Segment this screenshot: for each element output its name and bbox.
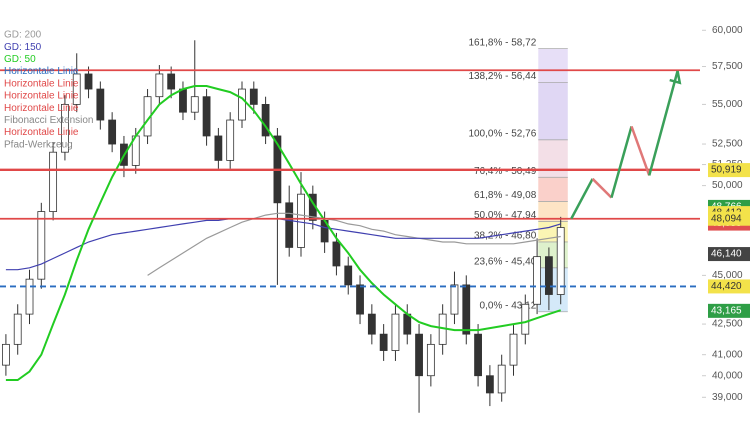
y-tick-label: 57,500 [712,61,743,72]
y-tick-label: 39,000 [712,392,743,403]
price-badge-label: 50,919 [711,165,742,176]
candle-body [285,202,294,248]
candle-body [167,73,176,90]
candle-body [545,256,553,295]
fib-label: 0,0% - 43,12 [480,300,537,311]
legend-entry: Horizontale Linie [4,91,79,102]
price-badge-label: 44,420 [711,281,742,292]
y-tick-label: 40,000 [712,370,743,381]
legend-entry: GD: 150 [4,42,42,53]
y-tick-label: 60,000 [712,25,743,36]
fib-band [538,139,568,178]
candle-body [462,284,471,335]
fib-band [538,48,568,83]
candle-body [155,73,164,98]
fib-band [538,201,568,222]
moving-average [147,212,561,276]
candle-body [25,278,34,315]
candle-body [509,333,518,366]
candle-body [13,313,22,345]
path-segment [591,177,613,199]
fib-label: 100,0% - 52,76 [468,128,536,139]
candle-body [474,333,482,377]
candle-body [556,227,565,295]
candle-body [379,333,388,351]
candle-body [391,313,400,351]
price-badge [708,303,750,318]
price-badge-label: 46,140 [711,249,742,260]
y-tick-label: 52,500 [712,139,743,150]
y-tick-label: 41,000 [712,349,743,360]
path-segment [610,126,633,198]
candle-body [202,96,211,137]
legend-entry: Pfad-Werkzeug [4,139,73,150]
candle-body [84,73,93,90]
candle-body [415,333,423,377]
candle-body [485,375,494,394]
price-badge-label: 48,094 [711,213,742,224]
legend-entry: Horizontale Linie [4,78,79,89]
candle-body [249,88,258,105]
candle-body [179,88,187,113]
fib-label: 138,2% - 56,44 [468,71,536,82]
candle-body [332,241,341,267]
legend-entry: Horizontale Linie [4,127,79,138]
moving-average [5,85,562,381]
price-badge [708,163,750,178]
candle-body [226,119,235,161]
fib-label: 50,0% - 47,94 [474,210,537,221]
price-badge [708,279,750,294]
fib-band [538,82,568,140]
candle-body [49,151,58,212]
candle-body [356,284,364,315]
legend-entry: Horizontale Linie [4,66,79,77]
candle-body [2,343,10,366]
candle-body [497,364,506,394]
fib-label: 61,8% - 49,08 [474,190,537,201]
y-tick-label: 45,000 [712,270,743,281]
candle-body [450,284,459,315]
candle-body [344,265,353,286]
candle-body [190,96,199,113]
candle-body [37,211,46,280]
y-tick-label: 50,000 [712,180,743,191]
fib-label: 76,4% - 50,49 [474,166,537,177]
price-badge-label: 43,165 [711,305,742,316]
path-segment [570,178,594,220]
price-badge [708,211,750,226]
candle-body [108,119,117,145]
legend-entry: GD: 200 [4,30,42,41]
candle-body [403,313,412,335]
candle-body [214,135,223,161]
candle-body [297,193,305,248]
path-segment [630,125,651,176]
candle-body [72,73,81,105]
y-tick-label: 55,000 [712,99,743,110]
fib-band [538,177,568,202]
fib-label: 38,2% - 46,80 [474,231,537,242]
legend-entry: Fibonacci Extension [4,115,94,126]
path-segment [648,70,679,176]
fib-label: 23,6% - 45,40 [474,256,537,267]
candle-body [533,256,541,305]
candle-body [426,343,435,377]
legend-entry: GD: 50 [4,54,36,65]
candle-body [96,88,105,121]
candle-body [238,88,246,121]
fib-label: 161,8% - 58,72 [468,37,536,48]
candle-body [367,313,376,335]
y-tick-label: 42,500 [712,319,743,330]
legend-entry: Horizontale Linie [4,103,79,114]
price-badge [708,247,750,262]
candle-body [61,104,69,153]
path-arrowhead [669,70,682,85]
candle-body [521,303,530,335]
